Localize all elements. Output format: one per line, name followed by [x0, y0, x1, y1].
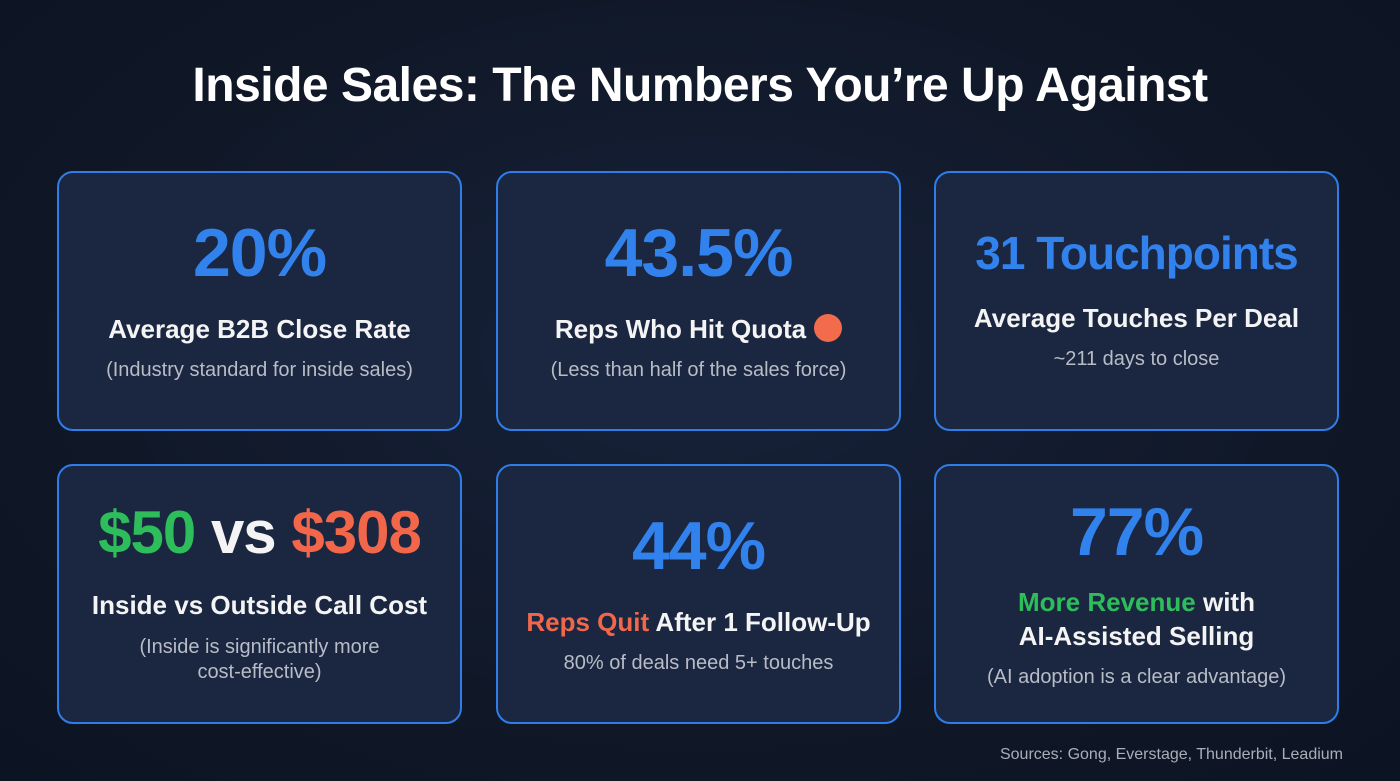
stat-value-compare: $50 vs $308: [98, 503, 422, 563]
stat-subtext: 80% of deals need 5+ touches: [563, 652, 834, 675]
outside-cost: $308: [291, 499, 421, 567]
stat-card-follow-up: 44% Reps Quit After 1 Follow-Up 80% of d…: [496, 464, 901, 724]
vs-label: vs: [210, 499, 277, 567]
stat-card-call-cost: $50 vs $308 Inside vs Outside Call Cost …: [57, 464, 462, 724]
stat-subtext: (Industry standard for inside sales): [106, 359, 413, 382]
stat-heading: Average Touches Per Deal: [973, 302, 1300, 333]
orange-dot-icon: [814, 313, 843, 342]
subtext-line: (Inside is significantly more: [139, 635, 380, 658]
heading-line2: AI-Assisted Selling: [1018, 620, 1255, 651]
stat-value: 20%: [192, 214, 327, 291]
stat-subtext: ~211 days to close: [1053, 348, 1220, 371]
stat-subtext: (Inside is significantly more cost-effect…: [139, 635, 379, 685]
stat-heading: Inside vs Outside Call Cost: [91, 590, 428, 621]
heading-highlight: Reps Quit: [526, 606, 650, 637]
subtext-line: cost-effective): [197, 660, 322, 683]
sources-footnote: Sources: Gong, Everstage, Thunderbit, Le…: [999, 746, 1343, 763]
stat-card-close-rate: 20% Average B2B Close Rate (Industry sta…: [57, 171, 462, 431]
heading-rest: with: [1202, 586, 1255, 617]
stat-value: 31 Touchpoints: [975, 226, 1298, 279]
stat-heading-wrap: Reps Who Hit Quota: [554, 313, 843, 347]
heading-rest: After 1 Follow-Up: [655, 606, 871, 637]
stat-value: 77%: [1069, 493, 1204, 570]
stat-subtext: (AI adoption is a clear advantage): [986, 666, 1287, 689]
stat-heading: Average B2B Close Rate: [108, 313, 411, 344]
stat-card-touchpoints: 31 Touchpoints Average Touches Per Deal …: [934, 171, 1339, 431]
stat-heading: More Revenue with AI-Assisted Selling: [1018, 586, 1255, 654]
page-title: Inside Sales: The Numbers You’re Up Agai…: [192, 59, 1208, 112]
stat-value: 44%: [631, 507, 766, 584]
heading-highlight: More Revenue: [1018, 586, 1196, 617]
stat-heading: Reps Who Hit Quota: [554, 313, 807, 344]
stat-value: 43.5%: [604, 214, 794, 291]
inside-cost: $50: [98, 499, 196, 567]
stat-subtext: (Less than half of the sales force): [550, 359, 847, 382]
stat-card-quota: 43.5% Reps Who Hit Quota (Less than half…: [496, 171, 901, 431]
stat-card-ai-revenue: 77% More Revenue with AI-Assisted Selling…: [934, 464, 1339, 724]
stat-heading: Reps Quit After 1 Follow-Up: [526, 606, 870, 640]
